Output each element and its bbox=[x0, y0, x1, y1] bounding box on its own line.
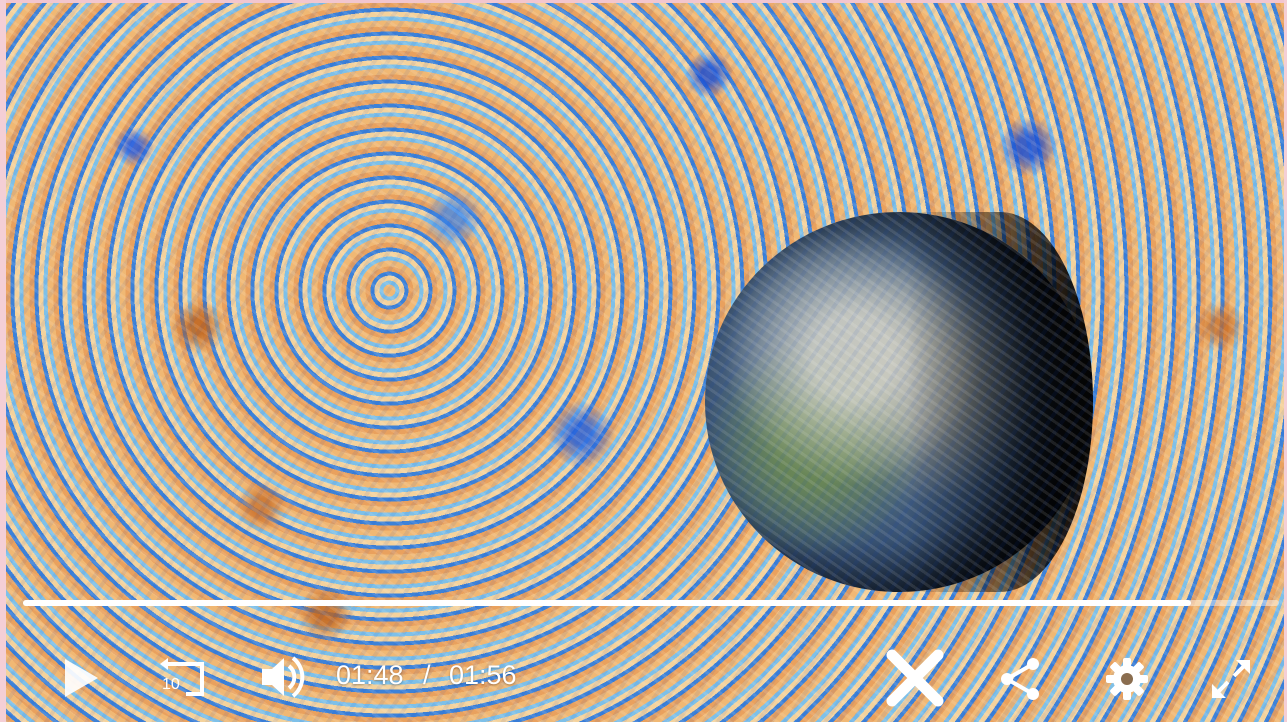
time-separator: / bbox=[423, 660, 431, 690]
gear-icon bbox=[1106, 658, 1148, 700]
rewind-10-button[interactable]: 10 bbox=[156, 654, 206, 698]
progress-bar[interactable] bbox=[23, 600, 1279, 606]
settings-button[interactable] bbox=[1104, 656, 1150, 702]
duration: 01:56 bbox=[449, 660, 517, 690]
close-button[interactable] bbox=[884, 647, 946, 709]
earth-globe-image bbox=[705, 212, 1093, 592]
volume-icon bbox=[262, 656, 305, 698]
video-frame[interactable] bbox=[6, 3, 1284, 722]
progress-bar-fill bbox=[23, 600, 1192, 606]
frame-border bbox=[0, 0, 1287, 3]
fullscreen-icon bbox=[1212, 660, 1250, 698]
frame-border bbox=[1284, 0, 1287, 722]
current-time: 01:48 bbox=[336, 660, 404, 690]
share-button[interactable] bbox=[998, 656, 1044, 702]
volume-button[interactable] bbox=[259, 654, 311, 700]
fullscreen-button[interactable] bbox=[1208, 656, 1254, 702]
close-icon bbox=[886, 649, 944, 707]
rewind-10-icon bbox=[160, 658, 204, 696]
rewind-seconds-label: 10 bbox=[162, 676, 180, 693]
play-icon bbox=[65, 659, 98, 697]
share-icon bbox=[1001, 658, 1039, 700]
frame-border bbox=[0, 0, 6, 722]
play-button[interactable] bbox=[58, 656, 102, 700]
